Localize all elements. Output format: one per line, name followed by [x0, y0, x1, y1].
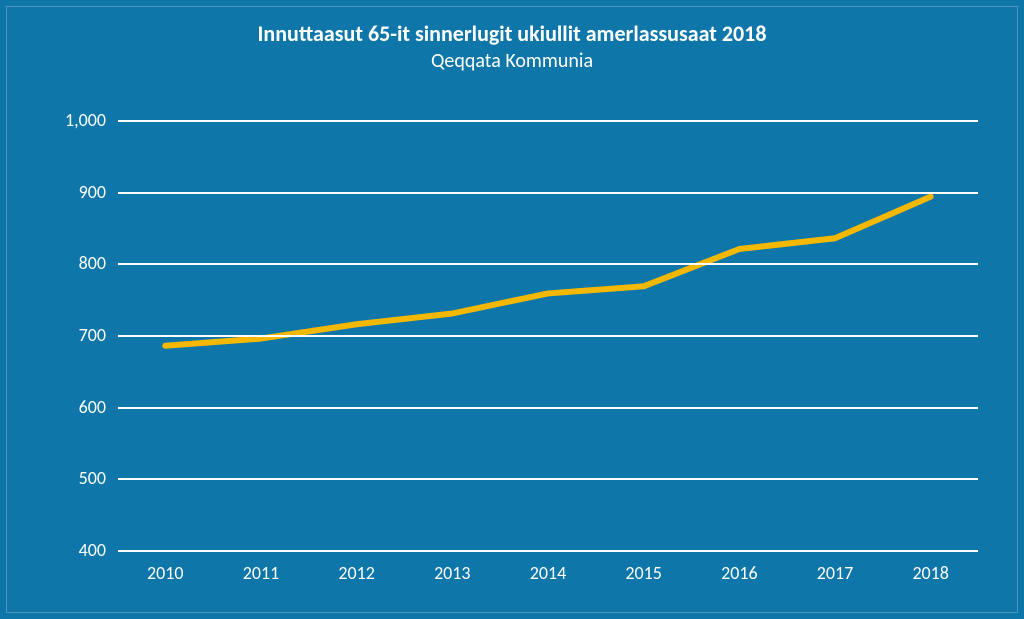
series-line	[165, 197, 930, 346]
y-tick-label: 600	[79, 396, 118, 418]
gridline	[118, 120, 978, 122]
chart-title-block: Innuttaasut 65-it sinnerlugit ukiullit a…	[0, 20, 1024, 73]
chart-subtitle: Qeqqata Kommunia	[0, 49, 1024, 73]
x-tick-label: 2016	[721, 550, 758, 584]
gridline	[118, 192, 978, 194]
x-tick-label: 2018	[912, 550, 949, 584]
y-tick-label: 1,000	[65, 109, 118, 131]
y-tick-label: 800	[79, 252, 118, 274]
gridline	[118, 335, 978, 337]
x-tick-label: 2014	[530, 550, 567, 584]
y-tick-label: 700	[79, 324, 118, 346]
gridline	[118, 407, 978, 409]
gridline	[118, 263, 978, 265]
x-tick-label: 2017	[817, 550, 854, 584]
chart-title: Innuttaasut 65-it sinnerlugit ukiullit a…	[0, 20, 1024, 47]
y-tick-label: 900	[79, 181, 118, 203]
x-tick-label: 2015	[625, 550, 662, 584]
y-tick-label: 500	[79, 467, 118, 489]
x-tick-label: 2011	[243, 550, 280, 584]
x-tick-label: 2010	[147, 550, 184, 584]
x-tick-label: 2013	[434, 550, 471, 584]
gridline	[118, 478, 978, 480]
plot-area: 4005006007008009001,00020102011201220132…	[118, 120, 978, 550]
y-tick-label: 400	[79, 539, 118, 561]
chart-container: Innuttaasut 65-it sinnerlugit ukiullit a…	[0, 0, 1024, 619]
x-tick-label: 2012	[338, 550, 375, 584]
